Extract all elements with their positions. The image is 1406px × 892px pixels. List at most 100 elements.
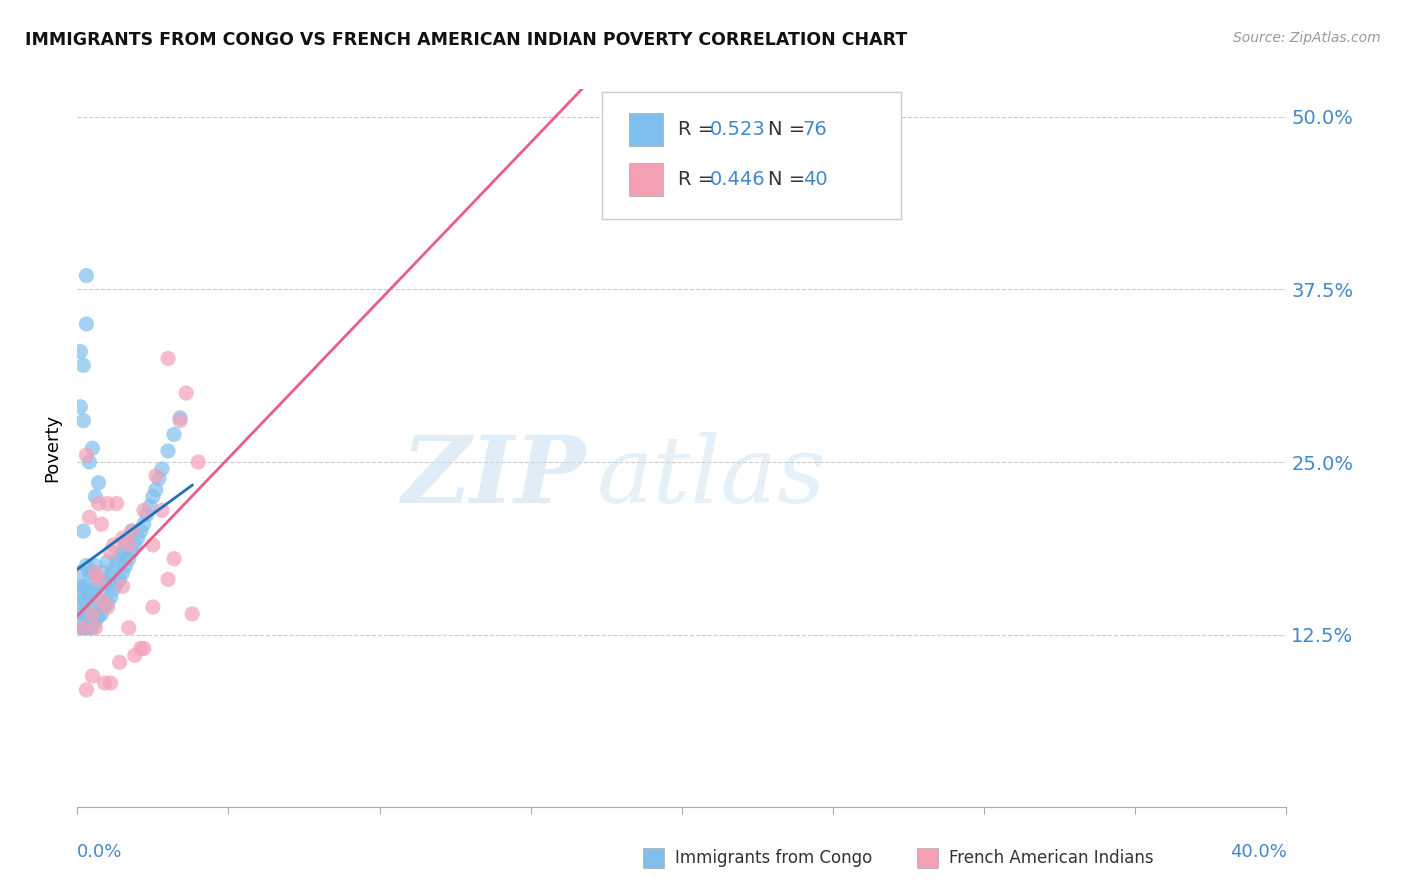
Point [145,468,167,483]
Point [135,508,157,522]
Point [82,442,104,455]
Point [69,344,91,359]
Point [75,268,97,283]
Point [84,582,107,596]
Point [84,558,107,573]
Text: 0.446: 0.446 [710,169,766,189]
Point [105,496,128,510]
Point [118,621,141,635]
Point [79,566,101,580]
Text: 76: 76 [803,120,827,139]
Point [79,607,101,621]
Point [72,359,94,373]
Text: 40: 40 [803,169,827,189]
Point [150,503,173,517]
Text: atlas: atlas [598,432,827,522]
Point [111,579,134,593]
Point [169,414,191,428]
Point [90,566,112,580]
Point [108,573,131,587]
Y-axis label: Poverty: Poverty [44,414,62,483]
Point [84,490,107,504]
Point [142,490,165,504]
Point [118,551,141,566]
Text: 40.0%: 40.0% [1230,843,1286,861]
Text: Immigrants from Congo: Immigrants from Congo [675,849,872,867]
Point [72,579,94,593]
Point [111,545,134,559]
Point [82,586,104,600]
Point [75,593,97,607]
Point [142,600,165,615]
Point [69,579,91,593]
Point [118,538,141,552]
Point [93,600,115,615]
Point [111,566,134,580]
Point [82,607,104,621]
Point [114,535,136,549]
Point [148,472,170,486]
Point [108,655,131,669]
Point [121,524,143,538]
Point [121,545,143,559]
Point [75,317,97,331]
Text: N =: N = [769,120,813,139]
Point [75,558,97,573]
Point [79,586,101,600]
Point [82,669,104,683]
Point [163,551,186,566]
Point [87,496,110,510]
Point [103,582,125,596]
Point [145,483,167,497]
Point [174,386,197,401]
Point [100,591,122,605]
Point [90,586,112,600]
Text: IMMIGRANTS FROM CONGO VS FRENCH AMERICAN INDIAN POVERTY CORRELATION CHART: IMMIGRANTS FROM CONGO VS FRENCH AMERICAN… [25,31,907,49]
Point [72,414,94,428]
Point [75,579,97,593]
Point [75,448,97,462]
Text: French American Indians: French American Indians [949,849,1154,867]
Point [100,676,122,690]
Point [87,475,110,490]
Point [72,621,94,635]
Point [103,563,125,577]
Point [84,600,107,615]
Point [96,596,118,610]
Point [79,621,101,635]
Point [75,682,97,697]
Point [129,641,152,656]
Point [93,576,115,591]
Point [108,549,131,563]
Point [87,593,110,607]
Point [72,593,94,607]
Point [96,554,118,568]
Point [157,351,180,366]
Point [103,538,125,552]
Point [132,517,155,532]
Point [72,621,94,635]
Text: N =: N = [769,169,813,189]
Point [82,566,104,580]
Point [93,676,115,690]
Point [82,621,104,635]
Point [96,600,118,615]
Text: Source: ZipAtlas.com: Source: ZipAtlas.com [1233,31,1381,45]
Text: R =: R = [678,169,720,189]
Point [69,621,91,635]
Point [79,510,101,524]
Point [132,641,155,656]
Point [121,524,143,538]
Point [163,427,186,442]
Point [150,462,173,476]
Point [96,576,118,591]
Point [187,455,209,469]
Point [69,400,91,414]
Text: ZIP: ZIP [401,432,585,522]
Point [132,503,155,517]
Point [105,554,128,568]
Point [100,545,122,559]
Point [79,455,101,469]
Point [72,524,94,538]
Point [87,573,110,587]
